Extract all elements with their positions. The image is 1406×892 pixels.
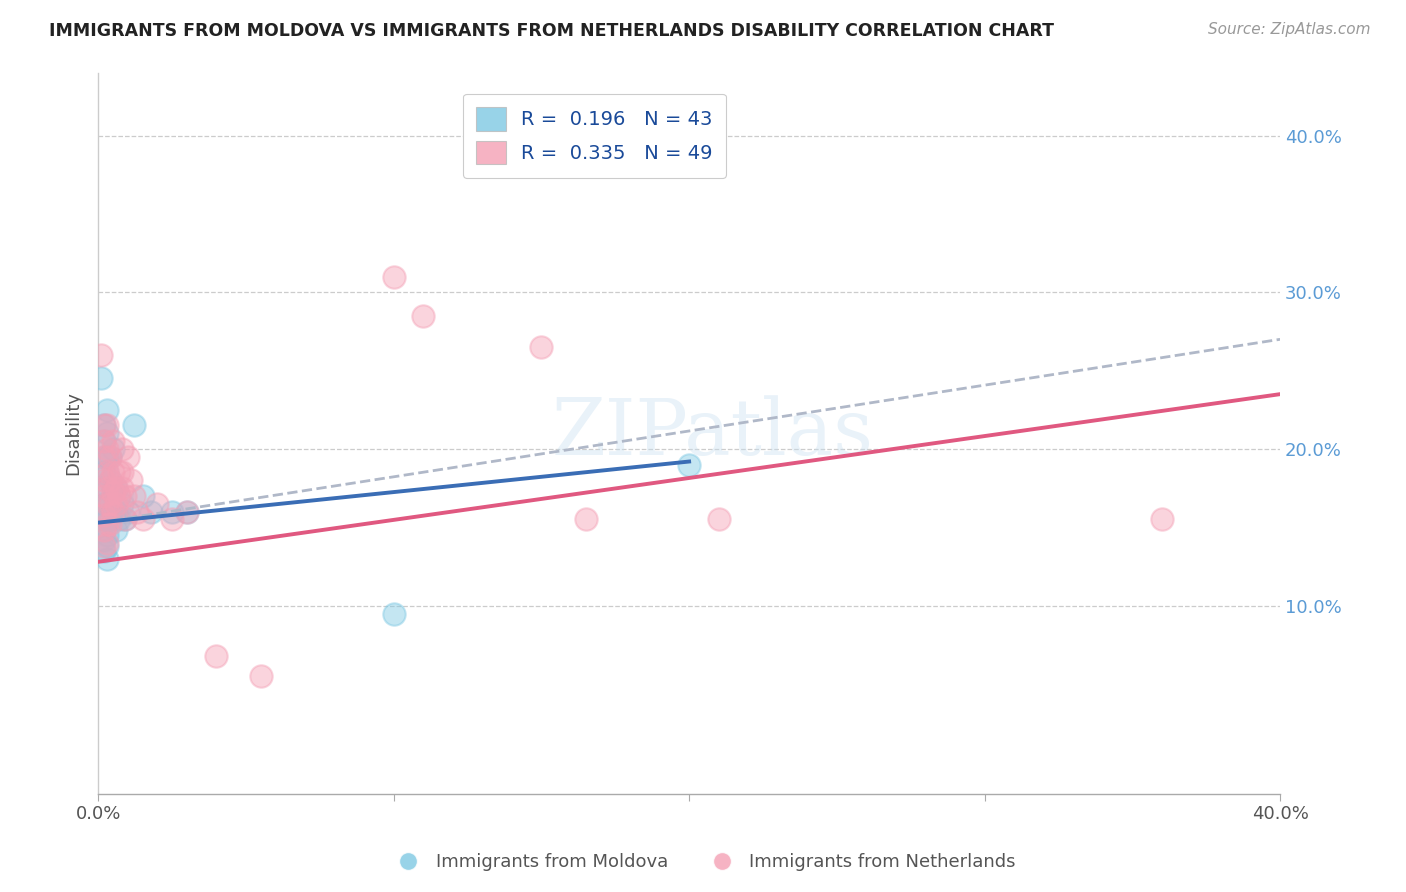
- Point: [96, 539, 118, 553]
- Point: [111, 481, 134, 495]
- Point: [101, 434, 124, 449]
- Point: [176, 505, 198, 519]
- Point: [90, 348, 112, 362]
- Point: [176, 505, 198, 519]
- Point: [96, 536, 118, 550]
- Point: [93, 450, 115, 464]
- Point: [160, 512, 183, 526]
- Point: [93, 489, 115, 503]
- Text: Source: ZipAtlas.com: Source: ZipAtlas.com: [1208, 22, 1371, 37]
- Point: [160, 505, 183, 519]
- Point: [93, 466, 115, 480]
- Point: [93, 450, 115, 464]
- Point: [104, 481, 127, 495]
- Point: [96, 450, 118, 464]
- Point: [98, 497, 121, 511]
- Point: [131, 512, 153, 526]
- Point: [101, 505, 124, 519]
- Point: [96, 481, 118, 495]
- Point: [93, 418, 115, 433]
- Point: [101, 481, 124, 495]
- Point: [93, 533, 115, 547]
- Point: [104, 505, 127, 519]
- Legend: R =  0.196   N = 43, R =  0.335   N = 49: R = 0.196 N = 43, R = 0.335 N = 49: [463, 94, 727, 178]
- Point: [412, 309, 434, 323]
- Point: [96, 426, 118, 441]
- Point: [117, 505, 139, 519]
- Point: [98, 512, 121, 526]
- Point: [111, 466, 134, 480]
- Point: [98, 450, 121, 464]
- Point: [114, 512, 136, 526]
- Point: [98, 517, 121, 532]
- Legend: Immigrants from Moldova, Immigrants from Netherlands: Immigrants from Moldova, Immigrants from…: [384, 847, 1022, 879]
- Point: [108, 489, 131, 503]
- Point: [96, 497, 118, 511]
- Point: [93, 544, 115, 558]
- Point: [101, 486, 124, 500]
- Point: [98, 473, 121, 487]
- Point: [382, 607, 405, 621]
- Point: [108, 466, 131, 480]
- Point: [98, 450, 121, 464]
- Point: [101, 466, 124, 480]
- Point: [93, 512, 115, 526]
- Point: [108, 512, 131, 526]
- Point: [205, 648, 228, 663]
- Point: [108, 489, 131, 503]
- Point: [122, 489, 145, 503]
- Point: [93, 434, 115, 449]
- Point: [1150, 512, 1173, 526]
- Point: [131, 489, 153, 503]
- Point: [104, 524, 127, 538]
- Point: [707, 512, 730, 526]
- Point: [93, 524, 115, 538]
- Point: [93, 473, 115, 487]
- Point: [93, 508, 115, 522]
- Point: [114, 489, 136, 503]
- Point: [93, 524, 115, 538]
- Point: [575, 512, 598, 526]
- Point: [120, 473, 142, 487]
- Point: [90, 371, 112, 385]
- Point: [530, 340, 553, 354]
- Point: [93, 497, 115, 511]
- Point: [96, 551, 118, 566]
- Text: ZIPatlas: ZIPatlas: [551, 395, 873, 471]
- Point: [96, 528, 118, 542]
- Point: [141, 505, 163, 519]
- Point: [93, 539, 115, 553]
- Y-axis label: Disability: Disability: [65, 392, 82, 475]
- Point: [111, 442, 134, 456]
- Point: [93, 481, 115, 495]
- Point: [146, 497, 169, 511]
- Point: [93, 434, 115, 449]
- Point: [96, 481, 118, 495]
- Text: IMMIGRANTS FROM MOLDOVA VS IMMIGRANTS FROM NETHERLANDS DISABILITY CORRELATION CH: IMMIGRANTS FROM MOLDOVA VS IMMIGRANTS FR…: [49, 22, 1054, 40]
- Point: [96, 517, 118, 532]
- Point: [122, 418, 145, 433]
- Point: [93, 418, 115, 433]
- Point: [111, 497, 134, 511]
- Point: [96, 466, 118, 480]
- Point: [98, 473, 121, 487]
- Point: [98, 497, 121, 511]
- Point: [96, 512, 118, 526]
- Point: [96, 442, 118, 456]
- Point: [104, 497, 127, 511]
- Point: [101, 505, 124, 519]
- Point: [117, 450, 139, 464]
- Point: [382, 269, 405, 284]
- Point: [104, 481, 127, 495]
- Point: [125, 505, 148, 519]
- Point: [678, 458, 700, 472]
- Point: [114, 512, 136, 526]
- Point: [101, 442, 124, 456]
- Point: [96, 497, 118, 511]
- Point: [96, 418, 118, 433]
- Point: [96, 402, 118, 417]
- Point: [96, 466, 118, 480]
- Point: [249, 669, 271, 683]
